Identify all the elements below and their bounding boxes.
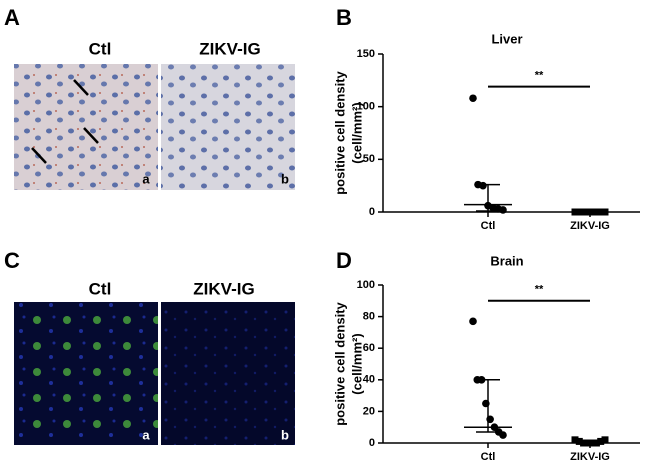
data-point [601,436,609,444]
data-point [597,208,605,216]
image-sublabel: b [281,427,289,442]
micrograph [14,302,158,445]
data-point [588,208,596,216]
image-sublabel: a [142,171,150,186]
arrows [31,79,99,164]
data-point [592,208,600,216]
data-point [601,208,609,216]
data-point [499,431,507,439]
y-axis-label: positive cell density [332,301,347,425]
x-tick-label: ZIKV-IG [570,451,610,463]
data-point [575,437,583,445]
x-tick-label: Ctl [481,451,496,463]
data-point [580,208,588,216]
y-tick-label: 0 [369,206,375,218]
data-point [592,439,600,447]
data-point [584,439,592,447]
chart-title: Liver [491,31,522,46]
y-tick-label: 40 [363,374,375,386]
x-tick-label: ZIKV-IG [570,220,610,232]
data-point [571,208,579,216]
image-sublabel: b [281,171,289,186]
chart-title: Brain [490,253,523,268]
data-point [499,206,507,214]
y-tick-label: 50 [363,153,375,165]
data-point [469,317,477,326]
image-sublabel: a [142,427,150,442]
data-point [597,437,605,445]
y-tick-label: 60 [363,342,375,354]
y-tick-label: 80 [363,311,375,323]
y-tick-label: 100 [357,279,375,291]
panel-letter: C [4,248,20,273]
y-tick-label: 150 [357,48,375,60]
data-point [479,181,487,190]
panel-letter: D [336,248,352,273]
data-point [580,439,588,447]
panel-letter: A [4,5,20,30]
data-point [584,208,592,216]
data-point [469,94,477,103]
image-label: ZIKV-IG [193,279,254,298]
y-tick-label: 0 [369,437,375,449]
micrograph [161,64,295,190]
micrograph [161,302,295,445]
data-point [575,208,583,216]
y-axis-label: positive cell density [332,70,347,194]
data-point [571,436,579,444]
data-point [588,439,596,447]
significance-label: ** [535,284,544,296]
x-tick-label: Ctl [481,220,496,232]
significance-label: ** [535,70,544,82]
image-label: Ctl [89,279,112,298]
y-axis-label: (cell/mm²) [349,102,364,163]
y-tick-label: 20 [363,405,375,417]
y-tick-label: 100 [357,101,375,113]
y-axis-label: (cell/mm²) [349,333,364,394]
image-label: Ctl [89,39,112,58]
micrograph [14,64,158,190]
image-label: ZIKV-IG [199,39,260,58]
panel-letter: B [336,5,352,30]
